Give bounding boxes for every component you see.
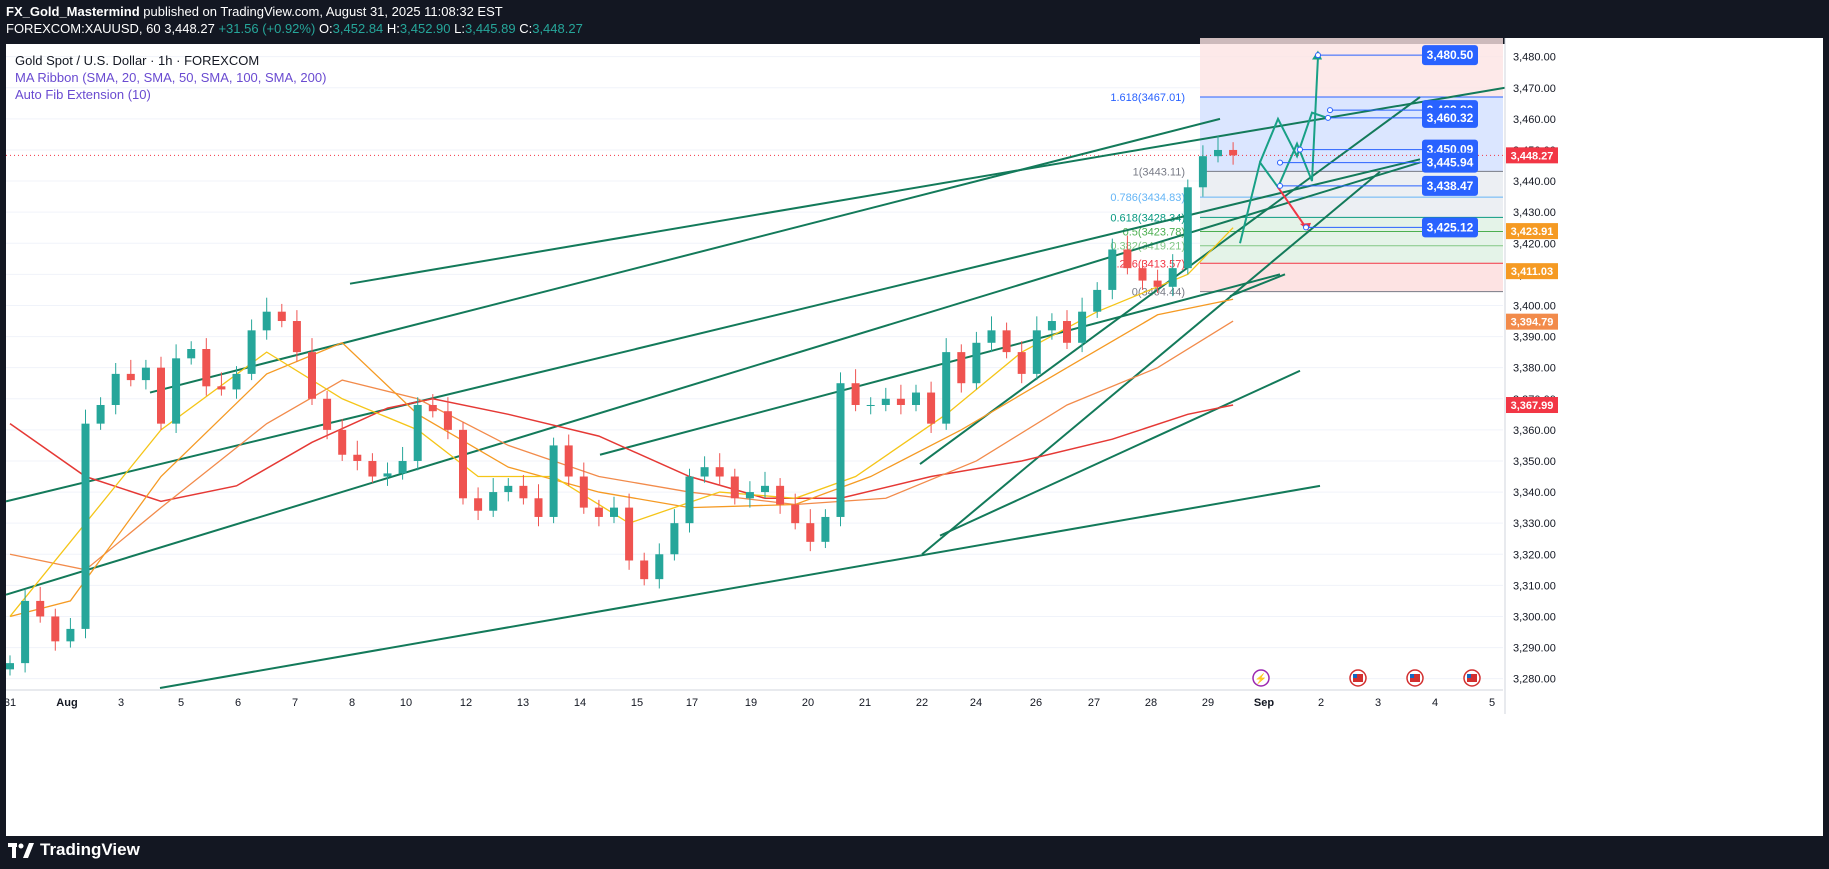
low-value: 3,445.89 (464, 21, 516, 36)
legend-title[interactable]: Gold Spot / U.S. Dollar · 1h · FOREXCOM (15, 53, 260, 68)
published-info: published on TradingView.com, August 31,… (143, 4, 503, 19)
author-name[interactable]: FX_Gold_Mastermind (6, 4, 140, 19)
tradingview-brand[interactable]: TradingView (8, 840, 140, 860)
low-label: L: (454, 21, 465, 36)
legend-fib-extension[interactable]: Auto Fib Extension (10) (15, 87, 151, 102)
chart-legend: Gold Spot / U.S. Dollar · 1h · FOREXCOM … (15, 52, 326, 103)
open-value: 3,452.84 (332, 21, 384, 36)
publish-header: FX_Gold_Mastermind published on TradingV… (0, 0, 1829, 44)
symbol-label: FOREXCOM:XAUUSD, 60 (6, 21, 161, 36)
high-label: H: (386, 21, 400, 36)
last-price: 3,448.27 (164, 21, 215, 36)
brand-name: TradingView (40, 840, 140, 859)
publish-line: FX_Gold_Mastermind published on TradingV… (6, 4, 503, 19)
high-value: 3,452.90 (399, 21, 451, 36)
ohlc-line: FOREXCOM:XAUUSD, 60 3,448.27 +31.56 (+0.… (6, 21, 583, 36)
close-value: 3,448.27 (532, 21, 583, 36)
open-label: O: (318, 21, 333, 36)
price-change: +31.56 (+0.92%) (218, 21, 316, 36)
tradingview-logo-icon (8, 842, 34, 858)
chart-area[interactable] (6, 44, 1823, 846)
footer-bar (0, 836, 1829, 869)
close-label: C: (519, 21, 533, 36)
legend-ma-ribbon[interactable]: MA Ribbon (SMA, 20, SMA, 50, SMA, 100, S… (15, 70, 327, 85)
